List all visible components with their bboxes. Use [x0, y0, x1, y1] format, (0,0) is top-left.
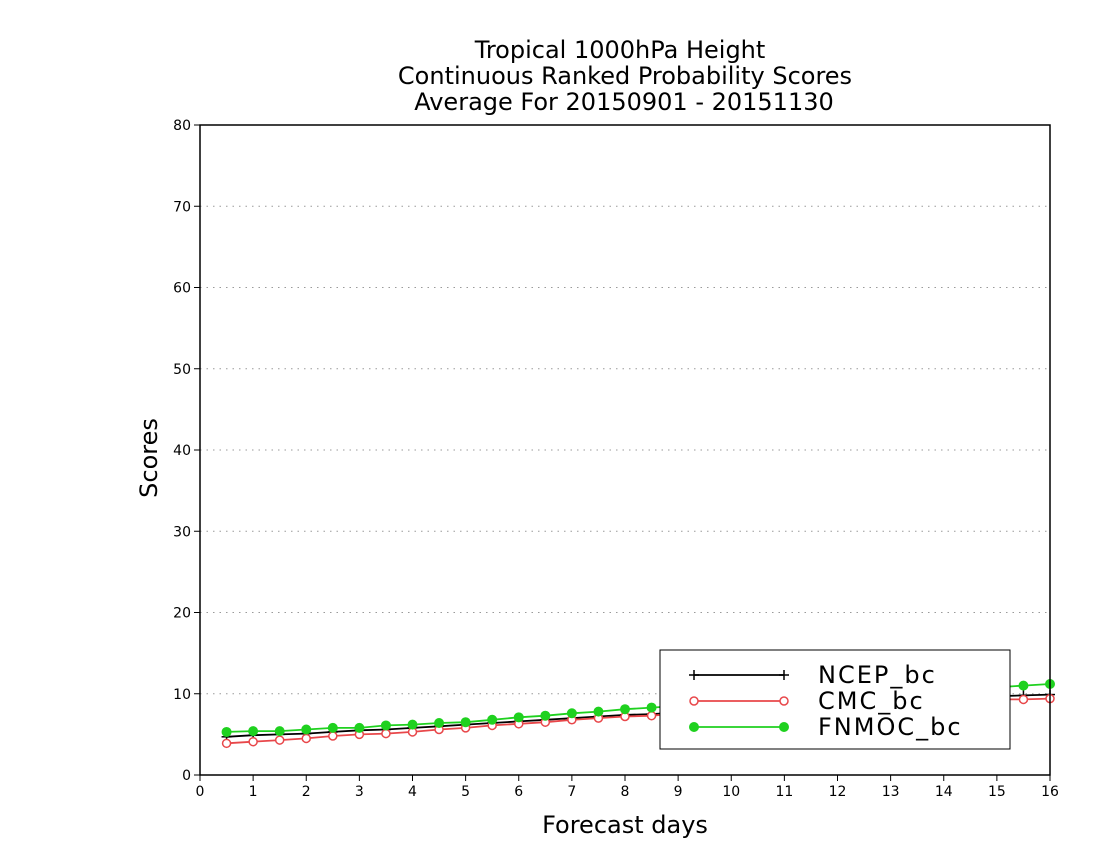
y-tick-label: 50 — [173, 362, 191, 378]
legend-label: FNMOC_bc — [818, 713, 963, 741]
data-point-fnmoc-bc — [354, 722, 365, 733]
data-point-fnmoc-bc — [380, 720, 391, 731]
data-point-fnmoc-bc — [274, 726, 285, 737]
legend-marker — [689, 722, 699, 732]
data-point-fnmoc-bc — [248, 726, 259, 737]
y-tick-label: 80 — [173, 118, 191, 134]
data-point-fnmoc-bc — [434, 718, 445, 728]
data-point-fnmoc-bc — [566, 708, 577, 719]
data-point-fnmoc-bc — [487, 714, 498, 725]
data-point-fnmoc-bc — [540, 710, 551, 721]
chart-title-line-2: Continuous Ranked Probability Scores — [398, 62, 852, 90]
y-tick-label: 20 — [173, 606, 191, 622]
y-tick-label: 40 — [173, 443, 191, 459]
x-tick-label: 9 — [674, 784, 683, 800]
data-point-fnmoc-bc — [513, 712, 524, 723]
x-tick-label: 14 — [935, 784, 953, 800]
chart-title-line-1: Tropical 1000hPa Height — [474, 36, 766, 64]
grid — [200, 205, 1050, 695]
legend-marker — [689, 670, 699, 680]
legend-label: CMC_bc — [818, 687, 925, 715]
x-tick-label: 6 — [514, 784, 523, 800]
x-tick-label: 11 — [775, 784, 793, 800]
data-point-fnmoc-bc — [646, 702, 657, 713]
y-axis-label: Scores — [135, 418, 163, 498]
legend-marker — [779, 696, 789, 706]
legend-marker — [689, 696, 699, 706]
x-tick-label: 8 — [621, 784, 630, 800]
data-point-fnmoc-bc — [593, 706, 604, 717]
data-point-fnmoc-bc — [301, 724, 312, 735]
x-tick-label: 4 — [408, 784, 417, 800]
data-point-fnmoc-bc — [460, 717, 471, 728]
y-tick-label: 70 — [173, 199, 191, 215]
data-point-fnmoc-bc — [327, 722, 338, 733]
data-point-cmc-bc — [301, 733, 311, 744]
legend-item-fnmoc-bc: FNMOC_bc — [689, 713, 963, 741]
y-tick-label: 0 — [182, 768, 191, 784]
y-tick-label: 30 — [173, 524, 191, 540]
y-tick-label: 60 — [173, 281, 191, 297]
y-tick-label: 10 — [173, 687, 191, 703]
data-point-cmc-bc — [248, 736, 258, 747]
data-point-cmc-bc — [1018, 694, 1029, 705]
legend-item-ncep-bc: NCEP_bc — [689, 661, 937, 689]
x-tick-label: 10 — [722, 784, 740, 800]
data-point-fnmoc-bc — [407, 719, 418, 730]
x-tick-label: 5 — [461, 784, 470, 800]
x-tick-label: 13 — [882, 784, 900, 800]
x-tick-label: 2 — [302, 784, 311, 800]
x-tick-label: 16 — [1041, 784, 1059, 800]
chart-title-line-3: Average For 20150901 - 20151130 — [414, 88, 834, 116]
x-tick-label: 0 — [196, 784, 205, 800]
data-point-fnmoc-bc — [620, 704, 630, 715]
legend-box — [659, 649, 1011, 750]
legend-label: NCEP_bc — [818, 661, 937, 689]
data-point-cmc-bc — [646, 710, 657, 721]
legend-marker — [779, 722, 789, 732]
x-axis-label: Forecast days — [542, 811, 708, 839]
x-tick-label: 12 — [829, 784, 847, 800]
data-point-cmc-bc — [274, 735, 285, 745]
chart-title: Tropical 1000hPa Height Continuous Ranke… — [398, 36, 852, 116]
legend-marker — [779, 670, 789, 680]
x-tick-label: 3 — [355, 784, 364, 800]
data-point-fnmoc-bc — [1018, 680, 1029, 691]
x-tick-label: 1 — [249, 784, 258, 800]
data-point-cmc-bc — [328, 731, 338, 741]
data-point-cmc-bc — [221, 738, 232, 749]
x-tick-label: 15 — [988, 784, 1006, 800]
legend-item-cmc-bc: CMC_bc — [689, 687, 925, 715]
data-point-cmc-bc — [381, 728, 391, 739]
data-point-fnmoc-bc — [221, 726, 232, 737]
x-tick-label: 7 — [567, 784, 576, 800]
